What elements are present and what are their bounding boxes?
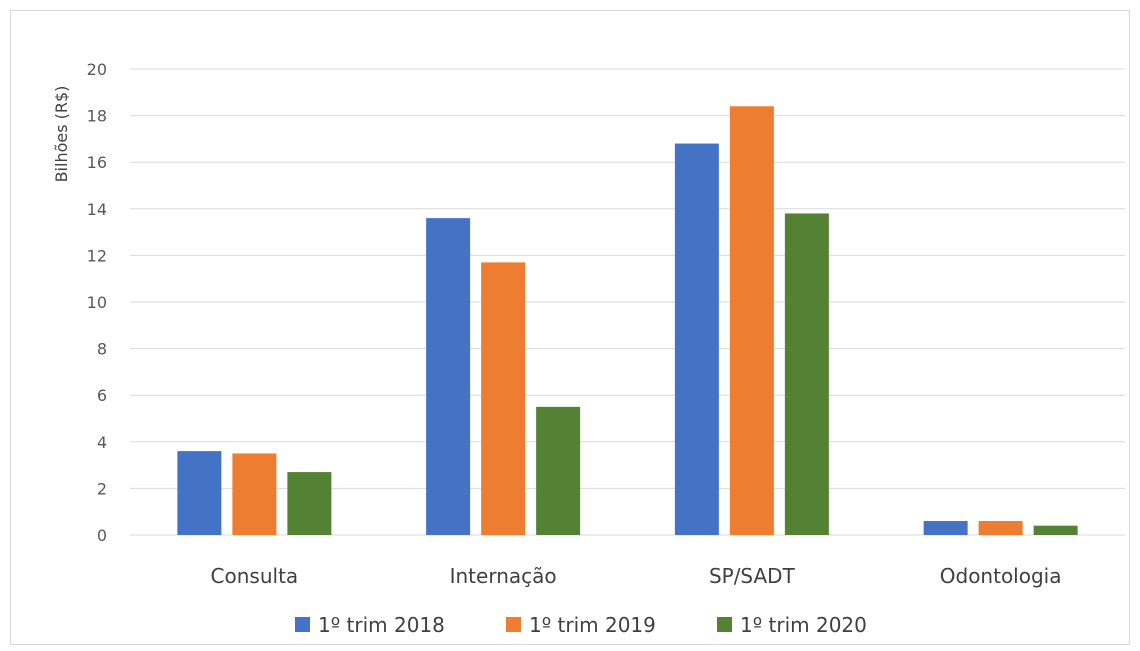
bar-0-2	[287, 472, 332, 535]
y-tick-label: 20	[87, 60, 107, 79]
y-tick-label: 2	[97, 479, 107, 498]
legend-label: 1º trim 2018	[318, 613, 445, 637]
y-tick-label: 4	[97, 433, 107, 452]
bar-1-1	[481, 262, 526, 535]
gridlines	[130, 68, 1125, 536]
x-category-label: Consulta	[211, 564, 299, 588]
y-tick-label: 14	[87, 200, 107, 219]
bar-2-0	[674, 143, 719, 535]
bar-3-2	[1033, 525, 1078, 535]
bar-0-1	[232, 453, 277, 535]
legend-label: 1º trim 2019	[529, 613, 656, 637]
legend: 1º trim 2018 1º trim 2019 1º trim 2020	[295, 613, 867, 637]
legend-label: 1º trim 2020	[740, 613, 867, 637]
bar-3-0	[923, 521, 968, 535]
legend-swatch	[295, 617, 310, 632]
bar-2-2	[784, 213, 829, 535]
bar-1-2	[536, 406, 581, 535]
x-category-label: SP/SADT	[709, 564, 796, 588]
bars	[177, 106, 1078, 535]
y-tick-label: 8	[97, 340, 107, 359]
bar-1-0	[426, 218, 471, 535]
bar-0-0	[177, 451, 222, 535]
x-category-label: Odontologia	[940, 564, 1062, 588]
y-tick-label: 18	[87, 107, 107, 126]
bar-3-1	[978, 521, 1023, 535]
y-axis-tick-labels: 0 2 4 6 8 10 12 14 16 18 20	[87, 60, 107, 545]
legend-swatch	[506, 617, 521, 632]
y-tick-label: 0	[97, 526, 107, 545]
y-tick-label: 16	[87, 153, 107, 172]
y-tick-label: 10	[87, 293, 107, 312]
x-category-label: Internação	[450, 564, 557, 588]
y-tick-label: 12	[87, 246, 107, 265]
y-axis-title: Bilhões (R$)	[52, 86, 71, 183]
x-axis-category-labels: Consulta Internação SP/SADT Odontologia	[211, 564, 1062, 588]
bar-2-1	[729, 106, 774, 535]
y-tick-label: 6	[97, 386, 107, 405]
legend-swatch	[717, 617, 732, 632]
